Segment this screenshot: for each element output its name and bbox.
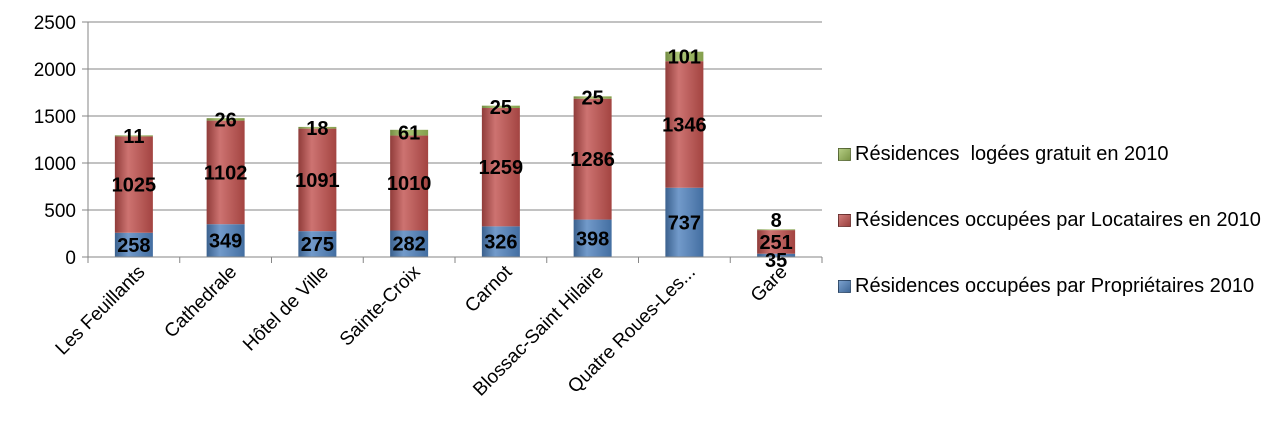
legend-swatch — [838, 148, 851, 161]
data-label: 25 — [582, 88, 604, 110]
legend: Résidences logées gratuit en 2010 Résiden… — [838, 140, 1268, 338]
data-label: 1010 — [387, 173, 432, 195]
y-tick-label: 2000 — [34, 60, 76, 81]
bar-segment — [298, 128, 337, 232]
bar-segment — [298, 231, 337, 257]
legend-item: Résidences occupées par Locataires en 20… — [838, 206, 1268, 234]
x-tick-label: Cathedrale — [161, 262, 242, 343]
gridlines — [88, 21, 822, 211]
data-label: 25 — [490, 97, 512, 119]
legend-item: Résidences logées gratuit en 2010 — [838, 140, 1268, 168]
data-label: 61 — [398, 123, 420, 145]
data-label: 258 — [117, 235, 150, 257]
data-label: 11 — [123, 126, 144, 148]
bar-segment — [665, 187, 704, 257]
legend-swatch — [838, 214, 851, 227]
data-labels: 2581025113491102262751091182821010613261… — [112, 46, 793, 271]
stacked-bar-chart: 0 500 1000 1500 2000 2500 Les Feuillants Cathe… — [34, 13, 823, 400]
bar-segment — [298, 126, 337, 129]
y-tick-label: 1000 — [34, 154, 76, 175]
y-tick-label: 1500 — [34, 107, 76, 128]
bar-segment — [573, 219, 612, 257]
y-tick-label: 500 — [44, 201, 76, 222]
data-label: 18 — [306, 118, 328, 140]
bar-segment — [573, 96, 612, 99]
x-tick-label: Carnot — [461, 261, 517, 317]
bar-segment — [114, 232, 153, 257]
bar-segment — [757, 229, 796, 231]
bar-segment — [114, 136, 153, 233]
x-tick-label: Les Feuillants — [52, 262, 150, 360]
bar-segment — [206, 118, 245, 121]
bar-segment — [757, 230, 796, 254]
legend-label: Résidences occupées par Propriétaires 20… — [855, 275, 1255, 297]
bars — [114, 51, 796, 257]
bar-segment — [481, 108, 520, 227]
bar-segment — [206, 224, 245, 257]
bar-segment — [390, 129, 429, 136]
bar-segment — [481, 226, 520, 257]
data-label: 737 — [668, 212, 701, 234]
data-label: 398 — [576, 228, 609, 250]
bar-segment — [390, 230, 429, 257]
data-label: 26 — [215, 109, 237, 131]
bar-segment — [390, 135, 429, 231]
y-tick-label: 0 — [65, 248, 76, 269]
bar-segment — [665, 51, 704, 62]
bar-segment — [757, 253, 796, 257]
bar-segment — [481, 105, 520, 109]
data-label: 1286 — [570, 149, 615, 171]
bar-segment — [114, 135, 153, 137]
data-label: 1346 — [662, 114, 707, 136]
data-label: 35 — [765, 250, 787, 272]
legend-item: Résidences occupées par Propriétaires 20… — [838, 272, 1268, 300]
data-label: 1091 — [295, 170, 340, 192]
x-tick-label: Hôtel de Ville — [239, 262, 333, 356]
legend-label: Résidences logées gratuit en 2010 — [855, 143, 1169, 165]
legend-swatch — [838, 280, 851, 293]
y-tick-label: 2500 — [34, 13, 76, 34]
data-label: 1259 — [479, 157, 524, 179]
data-label: 282 — [392, 234, 425, 256]
data-label: 1025 — [112, 175, 157, 197]
x-tick-label: Sainte-Croix — [336, 261, 425, 350]
data-label: 251 — [759, 232, 792, 254]
axes — [82, 21, 823, 263]
bar-segment — [206, 120, 245, 225]
bar-segment — [573, 98, 612, 220]
data-label: 8 — [771, 210, 782, 232]
bar-segment — [665, 61, 704, 188]
data-label: 326 — [484, 232, 517, 254]
legend-label: Résidences occupées par Locataires en 20… — [855, 209, 1261, 231]
data-label: 275 — [301, 234, 334, 256]
data-label: 101 — [668, 46, 701, 68]
data-label: 1102 — [204, 162, 247, 184]
data-label: 349 — [209, 231, 242, 253]
y-tick-labels: 0 500 1000 1500 2000 2500 — [34, 13, 76, 269]
